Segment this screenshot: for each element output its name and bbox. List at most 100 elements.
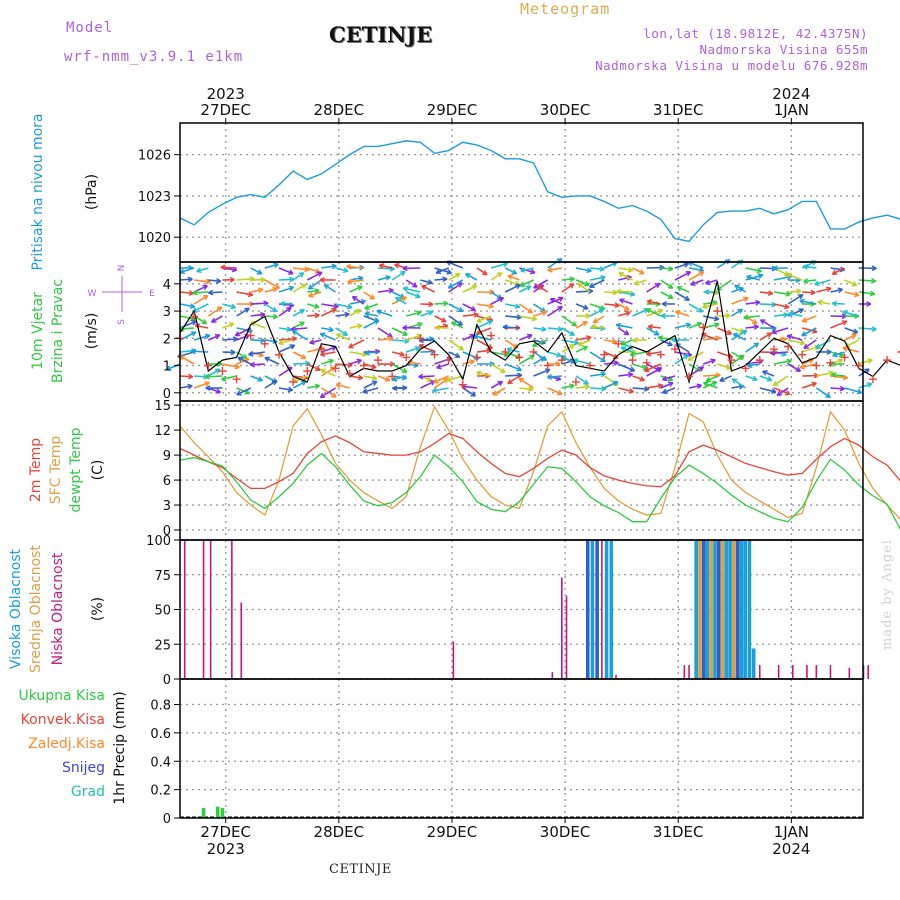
wind-arrow <box>306 271 323 281</box>
gust-marker <box>345 369 354 378</box>
wind-arrow-head <box>734 284 740 290</box>
wind-arrow <box>349 351 368 356</box>
wind-arrow <box>589 276 606 281</box>
wind-arrow <box>575 267 592 272</box>
wind-arrow <box>308 279 322 290</box>
wind-arrow-head <box>342 267 349 273</box>
wind-arrow-head <box>613 360 619 366</box>
top-year-right: 2024 <box>772 85 810 103</box>
wind-arrow <box>307 289 320 293</box>
coords-text: lon,lat (18.9812E, 42.4375N) <box>643 26 868 41</box>
wind-arrow <box>490 363 506 374</box>
wind-arrow-head <box>280 300 286 307</box>
wind-arrow-head <box>499 367 506 374</box>
wind-arrow-head <box>851 281 858 287</box>
wind-arrow <box>688 384 702 389</box>
wind-arrow <box>448 272 461 281</box>
plot-layer <box>165 140 900 818</box>
wind-arrow <box>264 356 280 365</box>
wind-arrow-head <box>584 384 590 390</box>
wind-arrow-head <box>683 354 689 360</box>
wind-arrow-head <box>627 266 634 273</box>
wind-arrow-head <box>714 322 720 328</box>
wind-arrow <box>236 327 253 332</box>
wind-arrow <box>507 375 520 385</box>
wind-arrow <box>377 289 394 293</box>
wind-arrow <box>448 351 461 358</box>
wind-arrow-head <box>725 312 731 319</box>
wind-arrow-head <box>743 314 749 321</box>
wind-arrow <box>222 338 238 341</box>
wind-arrow-head <box>257 376 263 382</box>
wind-arrow <box>830 288 843 293</box>
wind-arrow-head <box>531 315 538 322</box>
wind-arrow-head <box>331 392 337 398</box>
wind-arrow <box>561 283 575 293</box>
wind-arrow <box>817 300 831 305</box>
wind-arrow <box>745 274 764 281</box>
wind-arrow <box>772 375 789 387</box>
y-tick-label: 50 <box>154 604 171 619</box>
wind-arrow <box>634 279 647 285</box>
wind-arrow <box>434 278 448 281</box>
wind-arrow-head <box>662 375 668 382</box>
wind-arrow <box>547 267 562 272</box>
wind-arrow-head <box>785 290 791 297</box>
wind-arrow <box>222 303 236 309</box>
wind-arrow-head <box>288 269 294 275</box>
wind-arrow <box>504 363 522 371</box>
wind-arrow <box>264 287 278 293</box>
wind-arrow-head <box>831 372 837 378</box>
gust-marker <box>670 345 679 354</box>
wind-arrow-head <box>667 265 674 272</box>
wind-arrow <box>773 338 787 341</box>
wind-arrow <box>377 375 391 382</box>
wind-arrow-head <box>771 325 777 332</box>
wind-arrow <box>465 273 478 281</box>
wind-arrow-head <box>810 289 816 296</box>
wind-arrow-head <box>711 380 718 387</box>
wind-arrow <box>264 263 279 269</box>
wind-arrow-head <box>831 300 838 307</box>
wind-arrow <box>293 375 308 379</box>
wind-arrow-head <box>831 269 838 275</box>
wind-arrow <box>363 291 375 300</box>
wind-arrow-head <box>589 282 595 288</box>
wind-arrow-head <box>476 370 482 377</box>
wind-arrow <box>844 291 860 297</box>
wind-arrow <box>179 291 194 295</box>
wind-arrow <box>207 334 221 341</box>
cloud-bar <box>735 540 740 679</box>
wind-arrow-head <box>457 320 463 326</box>
y-tick-label: 4 <box>163 278 171 293</box>
compass-east: E <box>149 289 155 299</box>
wind-arrow <box>745 267 762 273</box>
wind-arrow-head <box>814 280 820 287</box>
wind-arrow <box>533 279 549 289</box>
wind-arrow-head <box>288 285 295 292</box>
wind-arrow-head <box>328 358 334 365</box>
wind-arrow <box>476 349 492 353</box>
wind-arrow <box>179 355 195 365</box>
cloud-bar <box>716 540 721 679</box>
wind-arrow-head <box>204 381 210 387</box>
wind-arrow <box>278 306 292 317</box>
wind-arrow-head <box>506 347 513 353</box>
wind-arrow-head <box>577 340 584 347</box>
wind-arrow <box>420 380 436 389</box>
wind-arrow <box>321 327 334 332</box>
wind-arrow <box>830 387 845 390</box>
y-tick-label: 1020 <box>138 231 171 246</box>
wind-arrow-head <box>402 330 408 336</box>
wind-arrow-head <box>772 265 778 272</box>
wind-arrow-head <box>599 266 605 272</box>
wind-arrow <box>179 303 195 308</box>
wind-arrow <box>603 380 619 389</box>
wind-arrow-head <box>541 310 548 316</box>
wind-arrow <box>447 279 464 289</box>
wind-arrow-head <box>371 363 377 370</box>
wind-arrow <box>830 320 848 329</box>
wind-arrow-head <box>696 383 702 389</box>
wind-arrow <box>490 380 503 389</box>
